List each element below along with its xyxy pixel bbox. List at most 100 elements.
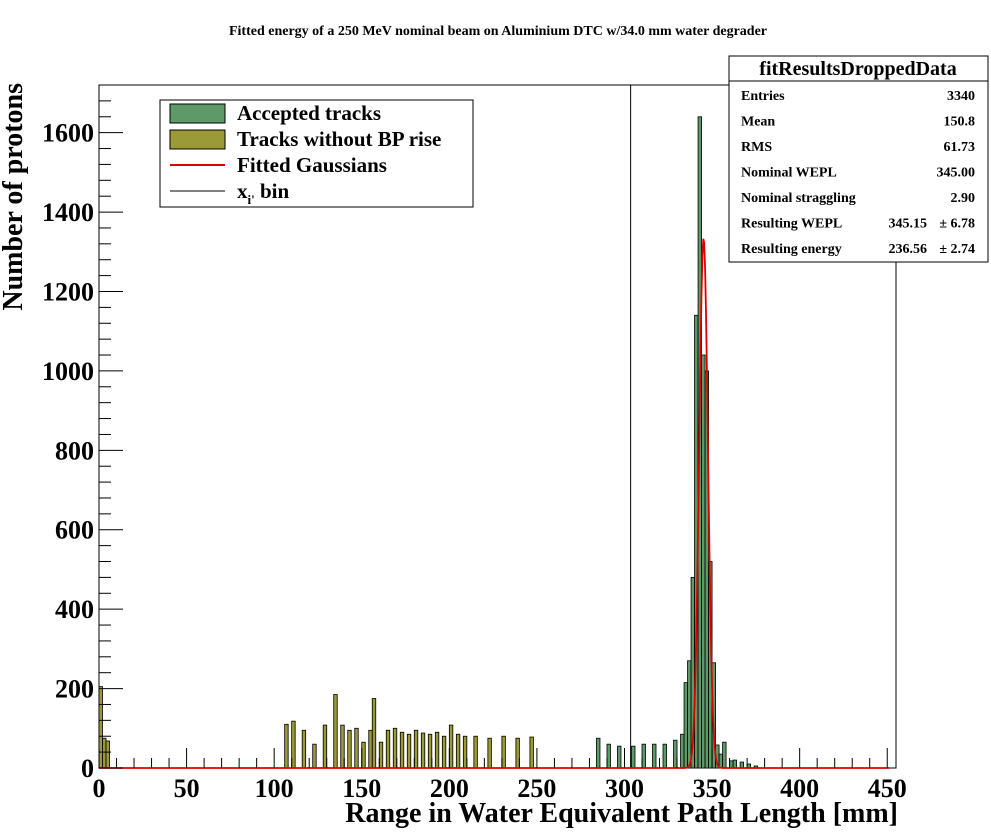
bar-accepted <box>617 745 622 769</box>
legend-label: Accepted tracks <box>237 101 381 125</box>
bar-no-bp-rise <box>371 698 377 769</box>
y-tick-label: 0 <box>81 754 94 783</box>
stats-row-value: 345.15 <box>889 217 928 232</box>
legend-swatch <box>169 129 226 150</box>
bar-accepted <box>729 760 734 769</box>
bar-no-bp-rise <box>378 741 384 769</box>
stats-row: Resulting energy 236.56 ± 2.74 <box>741 242 975 257</box>
legend-entry: Fitted Gaussians <box>170 153 387 177</box>
stats-row-error: ± 6.78 <box>939 217 975 232</box>
bar-no-bp-rise <box>347 729 352 769</box>
bar-no-bp-rise <box>529 736 534 769</box>
y-tick-label: 1400 <box>42 198 94 227</box>
x-tick-label: 400 <box>780 774 819 803</box>
chart-title: Fitted energy of a 250 MeV nominal beam … <box>229 24 767 39</box>
x-tick-label: 100 <box>255 774 294 803</box>
bar-accepted <box>662 743 667 769</box>
y-tick-label: 1000 <box>42 357 94 386</box>
bar-no-bp-rise <box>312 743 317 769</box>
stats-box-frame <box>728 55 989 263</box>
bar-accepted <box>652 743 657 769</box>
bar-no-bp-rise <box>102 737 107 769</box>
stats-row-label: Nominal WEPL <box>741 166 837 181</box>
stats-rows: Entries 3340 Mean 150.8 RMS 61.73 Nominal WEPL… <box>741 89 975 257</box>
bar-no-bp-rise <box>448 724 454 769</box>
stats-row-label: Resulting WEPL <box>741 217 842 232</box>
bar-no-bp-rise <box>368 729 373 769</box>
stats-row-label: RMS <box>741 140 772 155</box>
stats-box-title: fitResultsDroppedData <box>759 58 956 80</box>
bar-no-bp-rise <box>473 735 478 769</box>
bar-no-bp-rise <box>301 729 307 769</box>
axes: 0 50 100 150 200 250 300 350 400 450 0 200 400 600 800… <box>42 100 907 803</box>
x-tick-label: 0 <box>93 774 106 803</box>
bar-no-bp-rise <box>105 740 110 769</box>
legend-label: xi' bin <box>237 179 289 207</box>
bar-accepted <box>732 759 737 769</box>
bar-accepted <box>701 354 706 769</box>
bar-no-bp-rise <box>455 733 461 769</box>
fit-curve <box>99 238 889 769</box>
stats-row: Mean 150.8 <box>741 115 975 130</box>
x-tick-label: 350 <box>693 774 732 803</box>
bar-no-bp-rise <box>420 732 426 769</box>
stats-row: Nominal straggling 2.90 <box>741 191 975 206</box>
y-tick-label: 200 <box>55 675 94 704</box>
legend-box <box>159 99 474 208</box>
stats-row-value: 150.8 <box>944 115 976 130</box>
stats-row-label: Mean <box>741 115 775 130</box>
x-tick-label: 50 <box>174 774 200 803</box>
stats-row-value: 61.73 <box>944 140 976 155</box>
stats-row: Resulting WEPL 345.15 ± 6.78 <box>741 217 975 232</box>
bar-accepted <box>631 745 636 769</box>
bar-accepted <box>596 737 601 769</box>
bar-no-bp-rise <box>515 737 520 769</box>
legend-entry: Accepted tracks <box>169 101 381 125</box>
bar-accepted <box>718 753 723 769</box>
bar-accepted <box>641 743 646 769</box>
bar-accepted <box>680 733 685 769</box>
bar-no-bp-rise <box>441 735 447 769</box>
bar-no-bp-rise <box>501 735 506 769</box>
stats-row: RMS 61.73 <box>741 140 975 155</box>
bar-no-bp-rise <box>385 729 391 769</box>
bar-accepted <box>673 739 678 769</box>
stats-row-error: ± 2.74 <box>939 242 975 257</box>
legend-label-subscript: i' <box>248 192 255 207</box>
stats-row-value: 2.90 <box>951 191 976 206</box>
x-tick-label: 200 <box>430 774 469 803</box>
y-tick-label: 1600 <box>42 119 94 148</box>
bar-no-bp-rise <box>399 731 405 769</box>
bar-accepted <box>683 682 688 769</box>
y-axis-label: Number of protons <box>0 83 29 311</box>
stats-row-value: 236.56 <box>889 242 928 257</box>
bar-no-bp-rise <box>487 737 492 769</box>
bar-no-bp-rise <box>291 720 296 769</box>
stats-row: Nominal WEPL 345.00 <box>741 166 975 181</box>
stats-box: fitResultsDroppedData Entries 3340 Mean 150… <box>728 55 989 263</box>
bar-no-bp-rise <box>98 686 103 769</box>
stats-row-value: 345.00 <box>937 166 976 181</box>
bar-no-bp-rise <box>322 724 328 769</box>
legend-label: Fitted Gaussians <box>237 153 387 177</box>
bar-accepted <box>687 660 692 769</box>
stats-row-label: Resulting energy <box>741 242 842 257</box>
bar-accepted <box>722 741 727 769</box>
legend-swatch <box>169 103 226 124</box>
stats-row-value: 3340 <box>947 89 975 104</box>
bar-no-bp-rise <box>406 733 412 769</box>
bar-accepted <box>606 743 611 769</box>
bar-no-bp-rise <box>392 727 398 769</box>
y-tick-label: 400 <box>55 595 94 624</box>
bar-no-bp-rise <box>413 729 419 769</box>
bar-no-bp-rise <box>434 731 440 769</box>
x-tick-label: 450 <box>868 774 907 803</box>
bar-no-bp-rise <box>340 724 345 769</box>
legend-entry: xi' bin <box>170 179 289 207</box>
bar-no-bp-rise <box>427 733 433 769</box>
data-marks <box>98 85 889 769</box>
stats-row-label: Nominal straggling <box>741 191 856 206</box>
legend-label-tail: bin <box>255 179 290 203</box>
